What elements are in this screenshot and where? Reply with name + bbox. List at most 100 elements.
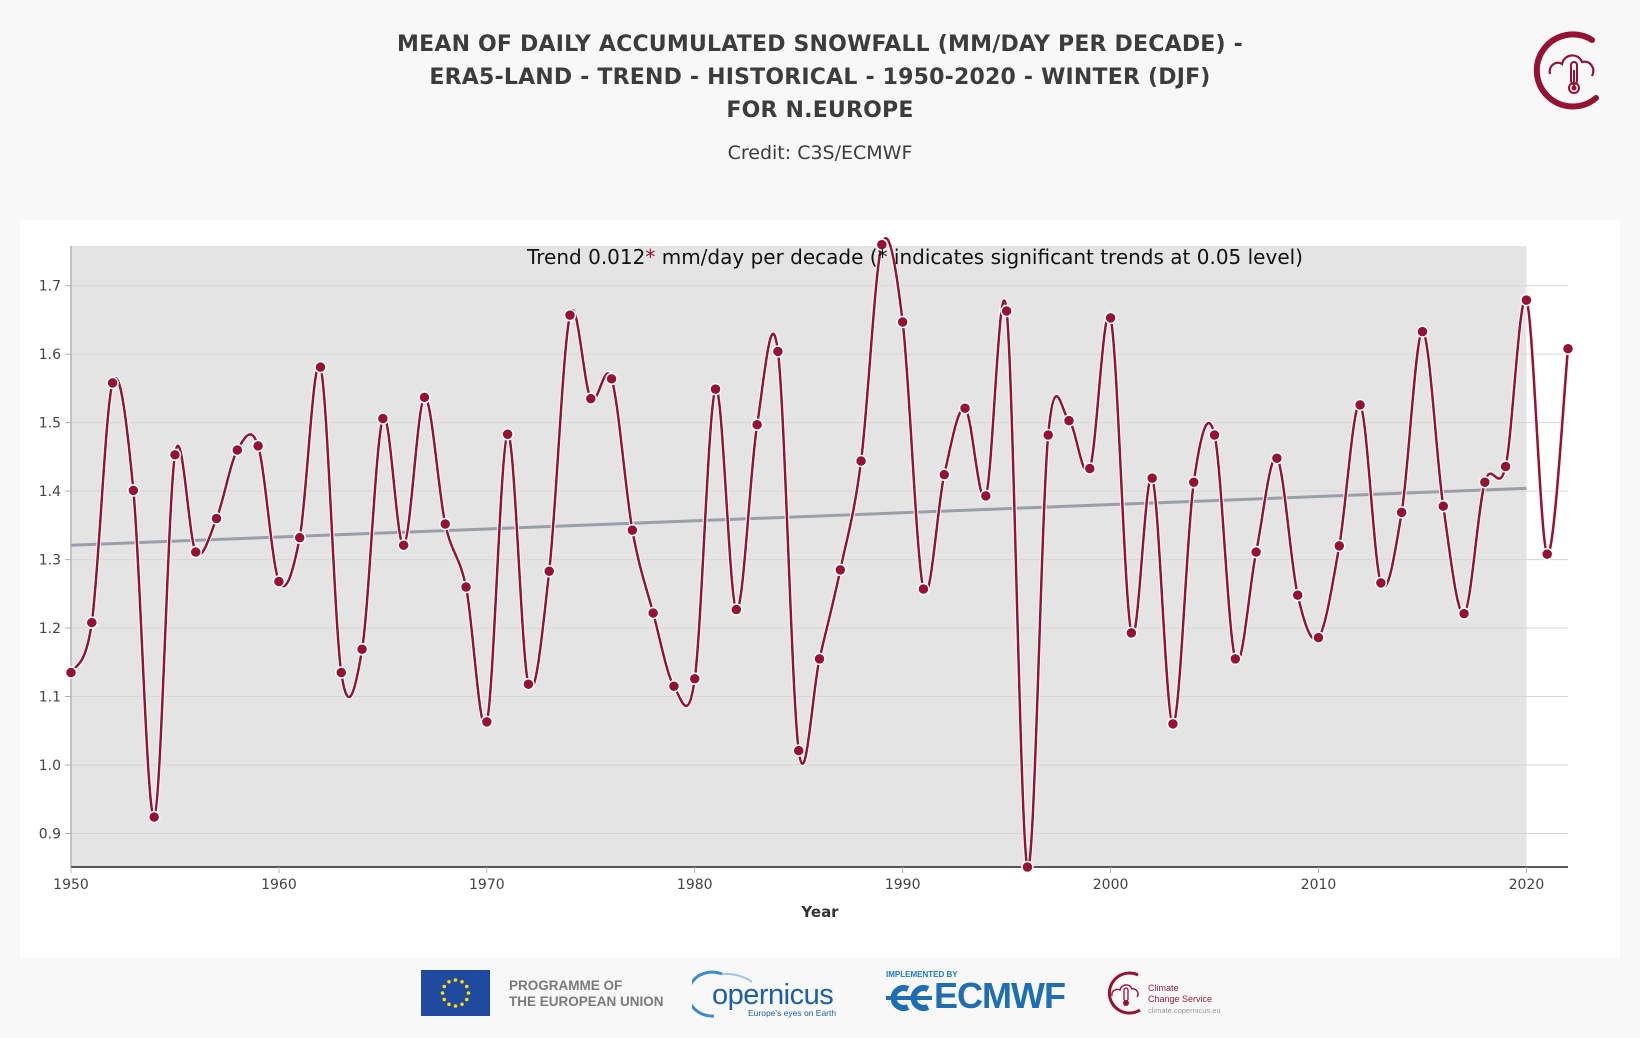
credit-text: Credit: C3S/ECMWF xyxy=(727,142,913,164)
data-point-1985 xyxy=(792,744,805,757)
eu-star xyxy=(466,991,471,995)
data-point-2001 xyxy=(1125,626,1138,640)
annotation-asterisk: * xyxy=(645,245,655,269)
data-point-1980 xyxy=(688,672,701,685)
eu-programme-text: PROGRAMME OF THE EUROPEAN UNION xyxy=(509,978,664,1010)
y-tick-label: 1.4 xyxy=(39,484,61,500)
gridlines xyxy=(71,285,1568,834)
data-point-1987 xyxy=(834,563,847,577)
trend-annotation: Trend 0.012* mm/day per decade (* indica… xyxy=(526,245,1303,269)
x-tick-label: 2020 xyxy=(1509,877,1545,893)
data-point-1965 xyxy=(376,412,390,425)
data-point-1966 xyxy=(397,538,410,552)
data-point-1978 xyxy=(646,606,660,620)
data-point-1960 xyxy=(272,575,286,588)
x-tick-label: 1970 xyxy=(469,877,505,893)
implemented-by-text: IMPLEMENTED BY xyxy=(886,970,958,979)
data-point-2021 xyxy=(1540,547,1554,561)
eu-flag-icon xyxy=(421,970,490,1016)
eu-text-line-2: THE EUROPEAN UNION xyxy=(509,994,664,1009)
c3s-line-2: Change Service xyxy=(1148,994,1213,1004)
c3s-small-logo-icon xyxy=(1107,971,1141,1015)
data-point-1994 xyxy=(979,489,993,503)
y-tick-label: 1.2 xyxy=(39,621,61,637)
data-point-1955 xyxy=(168,448,182,462)
copernicus-wordmark: opernicus xyxy=(712,979,834,1011)
y-tick-label: 1.7 xyxy=(39,279,61,295)
eu-star xyxy=(442,984,447,989)
line-chart: 0.9 1.0 1.1 1.2 1.3 1.4 1.5 1.6 1.7 1950 1960 1970… xyxy=(39,236,1575,921)
title-line-2: ERA5-LAND - TREND - HISTORICAL - 1950-20… xyxy=(429,65,1211,90)
y-tick-label: 1.1 xyxy=(39,690,61,706)
data-point-2015 xyxy=(1416,325,1429,338)
data-point-1988 xyxy=(854,454,868,468)
data-point-1961 xyxy=(293,531,306,544)
c3s-line-1: Climate xyxy=(1148,983,1179,993)
data-point-2002 xyxy=(1145,471,1159,485)
data-point-1956 xyxy=(189,545,202,559)
data-point-2004 xyxy=(1187,475,1200,489)
data-points xyxy=(64,238,1575,874)
x-ticks: 1950 1960 1970 1980 1990 2000 2010 2020 xyxy=(53,867,1544,893)
c3s-name: Climate Change Service xyxy=(1148,983,1212,1005)
c3s-url: climate.copernicus.eu xyxy=(1148,1006,1221,1015)
data-point-1957 xyxy=(210,512,223,525)
data-point-1962 xyxy=(314,360,327,374)
annotation-suffix: mm/day per decade (* indicates significa… xyxy=(655,245,1303,269)
data-point-1999 xyxy=(1083,462,1097,475)
y-ticks: 0.9 1.0 1.1 1.2 1.3 1.4 1.5 1.6 1.7 xyxy=(39,279,71,842)
data-point-1953 xyxy=(127,484,140,497)
data-point-2005 xyxy=(1208,428,1221,442)
data-point-1976 xyxy=(605,372,618,386)
eu-star xyxy=(453,978,458,982)
data-point-1968 xyxy=(439,517,452,531)
data-point-2006 xyxy=(1229,652,1242,666)
y-tick-label: 1.3 xyxy=(39,553,61,569)
y-tick-label: 1.5 xyxy=(39,416,61,432)
data-point-1974 xyxy=(563,308,577,322)
data-point-2000 xyxy=(1104,311,1117,325)
ecmwf-wordmark: ECMWF xyxy=(934,975,1066,1016)
data-point-2018 xyxy=(1478,475,1492,489)
data-point-1967 xyxy=(418,391,431,404)
data-point-1997 xyxy=(1041,428,1055,442)
title-line-1: MEAN OF DAILY ACCUMULATED SNOWFALL (MM/D… xyxy=(397,32,1243,57)
eu-star xyxy=(460,979,464,984)
x-tick-label: 2010 xyxy=(1301,877,1337,893)
eu-star xyxy=(453,1004,458,1008)
data-point-1983 xyxy=(750,418,764,431)
data-point-1993 xyxy=(958,402,972,415)
eu-text-line-1: PROGRAMME OF xyxy=(509,978,623,993)
data-point-1979 xyxy=(667,679,681,693)
data-point-1951 xyxy=(85,616,99,629)
x-axis-label: Year xyxy=(800,903,839,921)
ecmwf-mark-icon xyxy=(886,985,932,1011)
data-point-2017 xyxy=(1457,607,1471,620)
x-tick-label: 1950 xyxy=(53,877,89,893)
eu-star xyxy=(447,979,451,984)
data-point-2010 xyxy=(1312,631,1325,644)
data-point-2008 xyxy=(1270,451,1284,465)
data-point-1982 xyxy=(730,603,743,616)
footer-logos xyxy=(0,958,1640,1038)
data-point-2011 xyxy=(1333,539,1346,553)
x-tick-label: 1980 xyxy=(677,877,713,893)
data-point-1950 xyxy=(64,666,78,679)
plot-background xyxy=(71,246,1527,867)
data-point-2007 xyxy=(1249,545,1263,559)
eu-star xyxy=(460,1002,464,1007)
data-point-1970 xyxy=(480,715,494,729)
eu-star xyxy=(464,984,469,989)
data-point-1984 xyxy=(771,345,785,358)
copernicus-logo-icon xyxy=(692,970,753,1018)
data-point-1990 xyxy=(896,315,909,329)
data-point-2013 xyxy=(1374,576,1388,590)
data-point-1972 xyxy=(522,677,535,691)
data-point-2020 xyxy=(1520,293,1533,307)
c3s-cloud-thermometer-icon xyxy=(1533,31,1599,110)
data-point-1989 xyxy=(875,238,889,251)
chart-title: MEAN OF DAILY ACCUMULATED SNOWFALL (MM/D… xyxy=(0,28,1640,127)
data-point-1952 xyxy=(106,376,119,390)
data-point-1981 xyxy=(709,382,722,396)
data-point-1996 xyxy=(1021,860,1034,874)
